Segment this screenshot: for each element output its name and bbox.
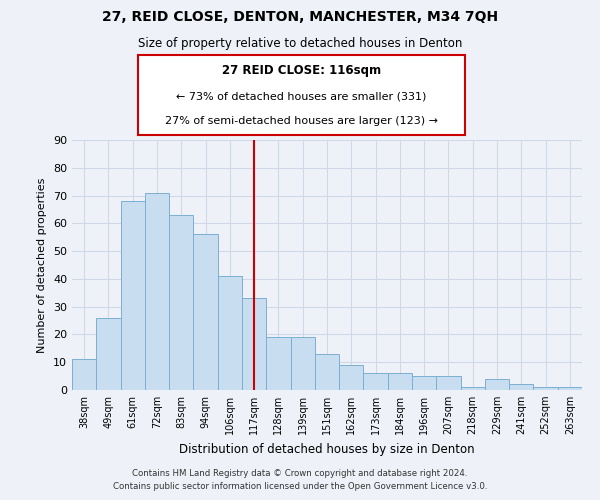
Bar xyxy=(242,298,266,390)
Bar xyxy=(436,376,461,390)
Bar xyxy=(315,354,339,390)
Bar xyxy=(96,318,121,390)
Bar xyxy=(72,360,96,390)
Bar xyxy=(509,384,533,390)
Bar xyxy=(145,193,169,390)
Bar xyxy=(412,376,436,390)
Text: 27% of semi-detached houses are larger (123) →: 27% of semi-detached houses are larger (… xyxy=(165,116,438,126)
X-axis label: Distribution of detached houses by size in Denton: Distribution of detached houses by size … xyxy=(179,442,475,456)
Y-axis label: Number of detached properties: Number of detached properties xyxy=(37,178,47,352)
Bar xyxy=(193,234,218,390)
Text: Contains public sector information licensed under the Open Government Licence v3: Contains public sector information licen… xyxy=(113,482,487,491)
Bar xyxy=(169,215,193,390)
Bar xyxy=(339,365,364,390)
Bar xyxy=(218,276,242,390)
Bar xyxy=(364,374,388,390)
Bar xyxy=(388,374,412,390)
Text: 27 REID CLOSE: 116sqm: 27 REID CLOSE: 116sqm xyxy=(222,64,381,77)
Bar xyxy=(121,201,145,390)
Bar xyxy=(461,387,485,390)
Text: 27, REID CLOSE, DENTON, MANCHESTER, M34 7QH: 27, REID CLOSE, DENTON, MANCHESTER, M34 … xyxy=(102,10,498,24)
Bar xyxy=(533,387,558,390)
Bar xyxy=(266,337,290,390)
Bar xyxy=(485,379,509,390)
Text: ← 73% of detached houses are smaller (331): ← 73% of detached houses are smaller (33… xyxy=(176,92,427,102)
Text: Size of property relative to detached houses in Denton: Size of property relative to detached ho… xyxy=(138,38,462,51)
Text: Contains HM Land Registry data © Crown copyright and database right 2024.: Contains HM Land Registry data © Crown c… xyxy=(132,468,468,477)
Bar xyxy=(290,337,315,390)
Bar xyxy=(558,387,582,390)
